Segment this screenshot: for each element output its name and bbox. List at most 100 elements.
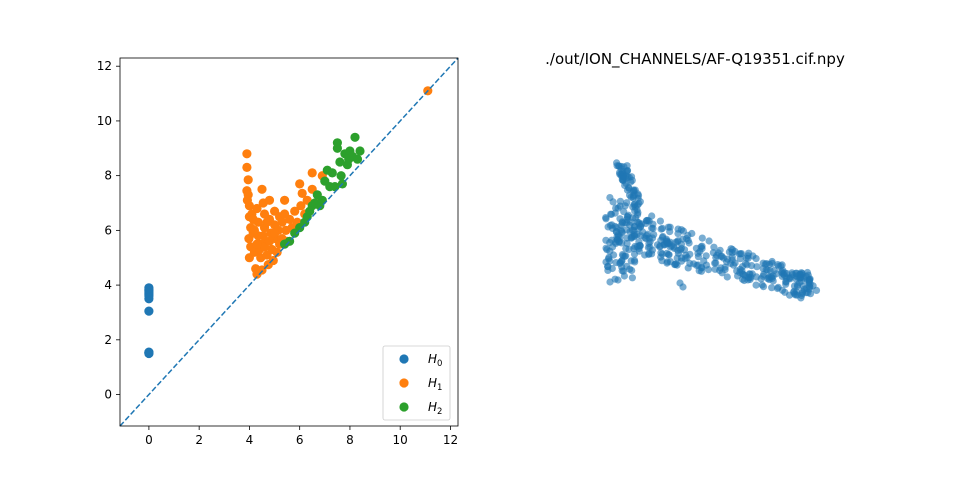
cloud-point: [812, 286, 821, 294]
cloud-point: [657, 249, 665, 257]
cloud-point: [764, 266, 772, 274]
cloud-point: [781, 288, 789, 296]
cloud-point: [618, 239, 626, 247]
cloud-point: [786, 273, 794, 281]
cloud-point: [612, 238, 620, 246]
cloud-point: [622, 245, 630, 253]
x-tick-label: 2: [195, 433, 203, 447]
cloud-point: [753, 263, 761, 271]
cloud-point: [768, 259, 776, 267]
cloud-point: [780, 269, 789, 277]
cloud-point: [684, 236, 692, 245]
cloud-point: [608, 224, 617, 232]
cloud-point: [619, 175, 627, 183]
cloud-point: [792, 269, 800, 277]
cloud-point: [719, 254, 728, 262]
cloud-point: [692, 244, 701, 252]
cloud-point: [648, 212, 656, 220]
y-tick-label: 10: [97, 114, 112, 128]
point-h2: [335, 157, 345, 167]
cloud-point: [721, 266, 729, 274]
y-tick-label: 8: [104, 169, 112, 183]
cloud-point: [623, 167, 632, 175]
cloud-point: [804, 289, 812, 297]
cloud-point: [602, 244, 610, 252]
cloud-point: [700, 257, 708, 265]
cloud-point: [711, 265, 719, 273]
point-h1: [264, 195, 275, 205]
cloud-point: [606, 278, 614, 286]
point-h0: [144, 306, 154, 316]
legend-label-h0: H0: [428, 352, 442, 369]
x-tick-label: 12: [443, 433, 458, 447]
point-h2: [330, 182, 340, 192]
cloud-point: [666, 223, 674, 231]
cloud-point: [774, 261, 782, 269]
cloud-point: [694, 253, 703, 261]
y-tick-label: 12: [97, 59, 112, 73]
cloud-point: [673, 261, 681, 269]
cloud-point: [623, 213, 632, 221]
point-h1: [243, 175, 253, 185]
y-tick-label: 0: [104, 388, 112, 402]
cloud-point: [744, 273, 753, 281]
point-h1: [295, 179, 305, 189]
plot-frame: [119, 57, 459, 427]
point-h2: [322, 165, 332, 175]
point-h1: [252, 203, 262, 214]
persistence-points: [144, 86, 433, 359]
cloud-point: [681, 255, 689, 263]
point-h1: [244, 201, 254, 211]
cloud-point: [630, 186, 638, 194]
cloud-point: [743, 261, 751, 269]
point-h1: [297, 188, 307, 198]
cloud-point: [616, 233, 624, 241]
cloud-point: [648, 224, 656, 232]
point-h1: [296, 201, 306, 211]
point-h1: [290, 206, 300, 216]
point-h1: [272, 247, 282, 257]
point-h1: [277, 217, 287, 227]
cloud-point: [711, 259, 719, 267]
cloud-point: [698, 234, 706, 242]
cloud-point: [731, 259, 739, 267]
legend-marker-h1: [399, 378, 409, 388]
cloud-point: [612, 204, 620, 212]
cloud-point: [663, 249, 671, 257]
cloud-point: [725, 248, 734, 256]
cloud-point: [799, 282, 807, 290]
cloud-point: [759, 283, 768, 291]
cloud-point: [631, 207, 639, 215]
cloud-point: [630, 250, 639, 258]
cloud-point: [768, 284, 776, 292]
point-h1: [257, 265, 267, 275]
point-h2: [332, 143, 342, 153]
cloud-point: [602, 215, 610, 223]
point-h1: [270, 228, 280, 238]
cloud-point: [645, 250, 653, 258]
x-tick-label: 6: [296, 433, 304, 447]
persistence-diagram: 0 2 4 6 8 10 12 0 2 4 6 8 10 12 H0 H1 H2: [97, 57, 459, 447]
cloud-point: [659, 232, 667, 241]
cloud-point: [636, 242, 644, 250]
point-h1: [258, 231, 268, 241]
cloud-point: [734, 272, 742, 280]
y-axis-ticks: 0 2 4 6 8 10 12: [97, 59, 120, 402]
legend-entry-h1: H1: [399, 376, 442, 393]
legend-entry-h0: H0: [399, 352, 442, 369]
point-h1: [257, 184, 267, 194]
x-tick-label: 4: [246, 433, 254, 447]
cloud-point: [704, 266, 713, 274]
point-cloud-points: [602, 159, 821, 302]
cloud-point: [623, 199, 631, 207]
cloud-point: [630, 201, 638, 209]
point-h1: [262, 217, 272, 227]
cloud-point: [644, 244, 653, 252]
cloud-point: [630, 233, 638, 241]
x-tick-label: 10: [393, 433, 408, 447]
cloud-point: [676, 246, 685, 254]
cloud-point: [639, 228, 647, 236]
point-h0: [144, 283, 154, 293]
cloud-point: [710, 243, 718, 251]
point-h2: [352, 154, 363, 164]
